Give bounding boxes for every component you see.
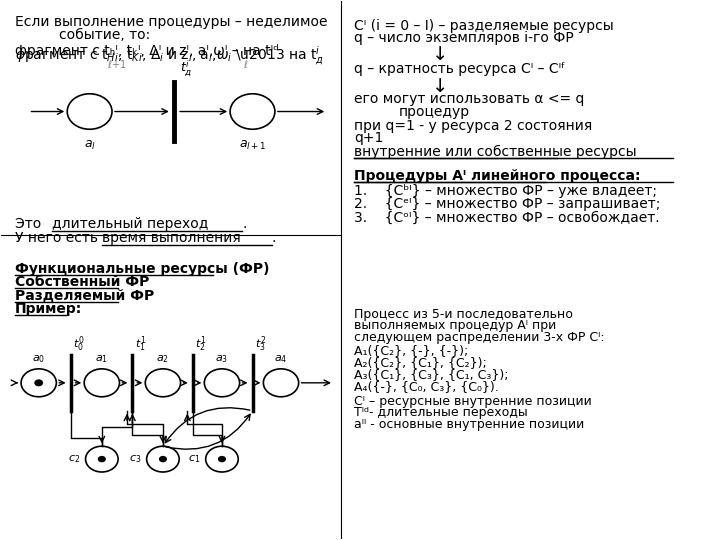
Text: его могут использовать α <= q: его могут использовать α <= q bbox=[354, 92, 585, 106]
Text: Это: Это bbox=[15, 218, 45, 231]
Text: Пример:: Пример: bbox=[15, 302, 82, 316]
Text: aᴵᴵ - основные внутренние позиции: aᴵᴵ - основные внутренние позиции bbox=[354, 418, 585, 431]
Text: $t^{i}_{д}$: $t^{i}_{д}$ bbox=[180, 59, 192, 79]
Text: $a_2$: $a_2$ bbox=[156, 353, 169, 364]
Text: Собственный ФР: Собственный ФР bbox=[15, 275, 149, 289]
Text: $c_3$: $c_3$ bbox=[129, 453, 141, 465]
Text: внутренние или собственные ресурсы: внутренние или собственные ресурсы bbox=[354, 145, 637, 159]
Text: при q=1 - у ресурса 2 состояния: при q=1 - у ресурса 2 состояния bbox=[354, 118, 593, 132]
Text: A₄({-}, {C₀, C₃}, {C₀}).: A₄({-}, {C₀, C₃}, {C₀}). bbox=[354, 380, 499, 393]
Text: ↓: ↓ bbox=[432, 77, 449, 96]
Text: выполняемых процедур Aᴵ при: выполняемых процедур Aᴵ при bbox=[354, 320, 557, 333]
Text: Cᴵ (i = 0 – I) – разделяемые ресурсы: Cᴵ (i = 0 – I) – разделяемые ресурсы bbox=[354, 18, 614, 32]
Text: $\ell$: $\ell$ bbox=[243, 58, 248, 70]
Text: время выполнения: время выполнения bbox=[102, 231, 240, 245]
Text: процедур: процедур bbox=[398, 105, 469, 119]
Text: $c_1$: $c_1$ bbox=[188, 453, 200, 465]
Text: $a_{l}$: $a_{l}$ bbox=[84, 139, 96, 152]
Circle shape bbox=[98, 456, 106, 462]
Text: A₂({C₂}, {C₁}, {C₂});: A₂({C₂}, {C₁}, {C₂}); bbox=[354, 356, 487, 369]
Text: q – число экземпляров i-го ФР: q – число экземпляров i-го ФР bbox=[354, 31, 574, 45]
Circle shape bbox=[218, 456, 226, 462]
Text: $t^{1}_{2}$: $t^{1}_{2}$ bbox=[196, 334, 207, 354]
Text: 1.    {Cᵇᴵ} – множество ФР – уже владеет;: 1. {Cᵇᴵ} – множество ФР – уже владеет; bbox=[354, 184, 657, 198]
Text: q – кратность ресурса Cᴵ – Cᴵᶠ: q – кратность ресурса Cᴵ – Cᴵᶠ bbox=[354, 62, 566, 76]
Text: $t^{1}_{1}$: $t^{1}_{1}$ bbox=[135, 334, 146, 354]
Text: Функциональные ресурсы (ФР): Функциональные ресурсы (ФР) bbox=[15, 262, 269, 276]
Text: $a_0$: $a_0$ bbox=[32, 353, 45, 364]
Text: q+1: q+1 bbox=[354, 131, 384, 145]
Text: Разделяемый ФР: Разделяемый ФР bbox=[15, 289, 154, 303]
Text: Процесс из 5-и последовательно: Процесс из 5-и последовательно bbox=[354, 308, 573, 321]
Text: длительный переход: длительный переход bbox=[53, 218, 209, 231]
Text: $a_3$: $a_3$ bbox=[215, 353, 228, 364]
Text: $a_{l+1}$: $a_{l+1}$ bbox=[239, 139, 266, 152]
Text: У него есть: У него есть bbox=[15, 231, 102, 245]
Text: фрагмент с tₕᴵ, tₖᴵ, Δᴵ и zᴵ, aᴵ,ωᴵ – на tᴵᵈ: фрагмент с tₕᴵ, tₖᴵ, Δᴵ и zᴵ, aᴵ,ωᴵ – на… bbox=[15, 44, 279, 58]
Text: Если выполнение процедуры – неделимое: Если выполнение процедуры – неделимое bbox=[15, 15, 328, 29]
Text: A₃({C₁}, {C₃}, {C₁, C₃});: A₃({C₁}, {C₃}, {C₁, C₃}); bbox=[354, 368, 509, 381]
Text: $\ell\!+\!1$: $\ell\!+\!1$ bbox=[107, 58, 127, 70]
Text: $a_1$: $a_1$ bbox=[95, 353, 109, 364]
Text: .: . bbox=[243, 218, 247, 231]
Circle shape bbox=[159, 456, 167, 462]
Text: событие, то:: событие, то: bbox=[59, 28, 150, 42]
Text: .: . bbox=[271, 231, 276, 245]
Text: $t^{2}_{3}$: $t^{2}_{3}$ bbox=[255, 334, 266, 354]
Circle shape bbox=[35, 379, 43, 386]
Text: $\phi$рагмент с t$_{Hi}$, t$_{Ki}$, $\Delta$$_{i}$ и z$_{i}$, a$_{i}$,$\omega_{i: $\phi$рагмент с t$_{Hi}$, t$_{Ki}$, $\De… bbox=[15, 44, 324, 68]
Text: Cᴵ – ресурсные внутренние позиции: Cᴵ – ресурсные внутренние позиции bbox=[354, 395, 592, 408]
Text: Tᴵᵈ- длительные переходы: Tᴵᵈ- длительные переходы bbox=[354, 407, 528, 420]
Text: Процедуры Aᴵ линейного процесса:: Процедуры Aᴵ линейного процесса: bbox=[354, 169, 641, 183]
Text: $c_2$: $c_2$ bbox=[68, 453, 80, 465]
Text: $t^{0}_{0}$: $t^{0}_{0}$ bbox=[73, 334, 85, 354]
Text: 2.    {Cᵉᴵ} – множество ФР – запрашивает;: 2. {Cᵉᴵ} – множество ФР – запрашивает; bbox=[354, 198, 661, 212]
Text: следующем распределении 3-х ФР Cᴵ:: следующем распределении 3-х ФР Cᴵ: bbox=[354, 331, 605, 344]
Text: ↓: ↓ bbox=[432, 45, 449, 64]
Text: $a_4$: $a_4$ bbox=[274, 353, 288, 364]
Text: 3.    {Cᵒᴵ} – множество ФР – освобождает.: 3. {Cᵒᴵ} – множество ФР – освобождает. bbox=[354, 211, 660, 225]
Text: A₁({C₂}, {-}, {-});: A₁({C₂}, {-}, {-}); bbox=[354, 344, 469, 357]
